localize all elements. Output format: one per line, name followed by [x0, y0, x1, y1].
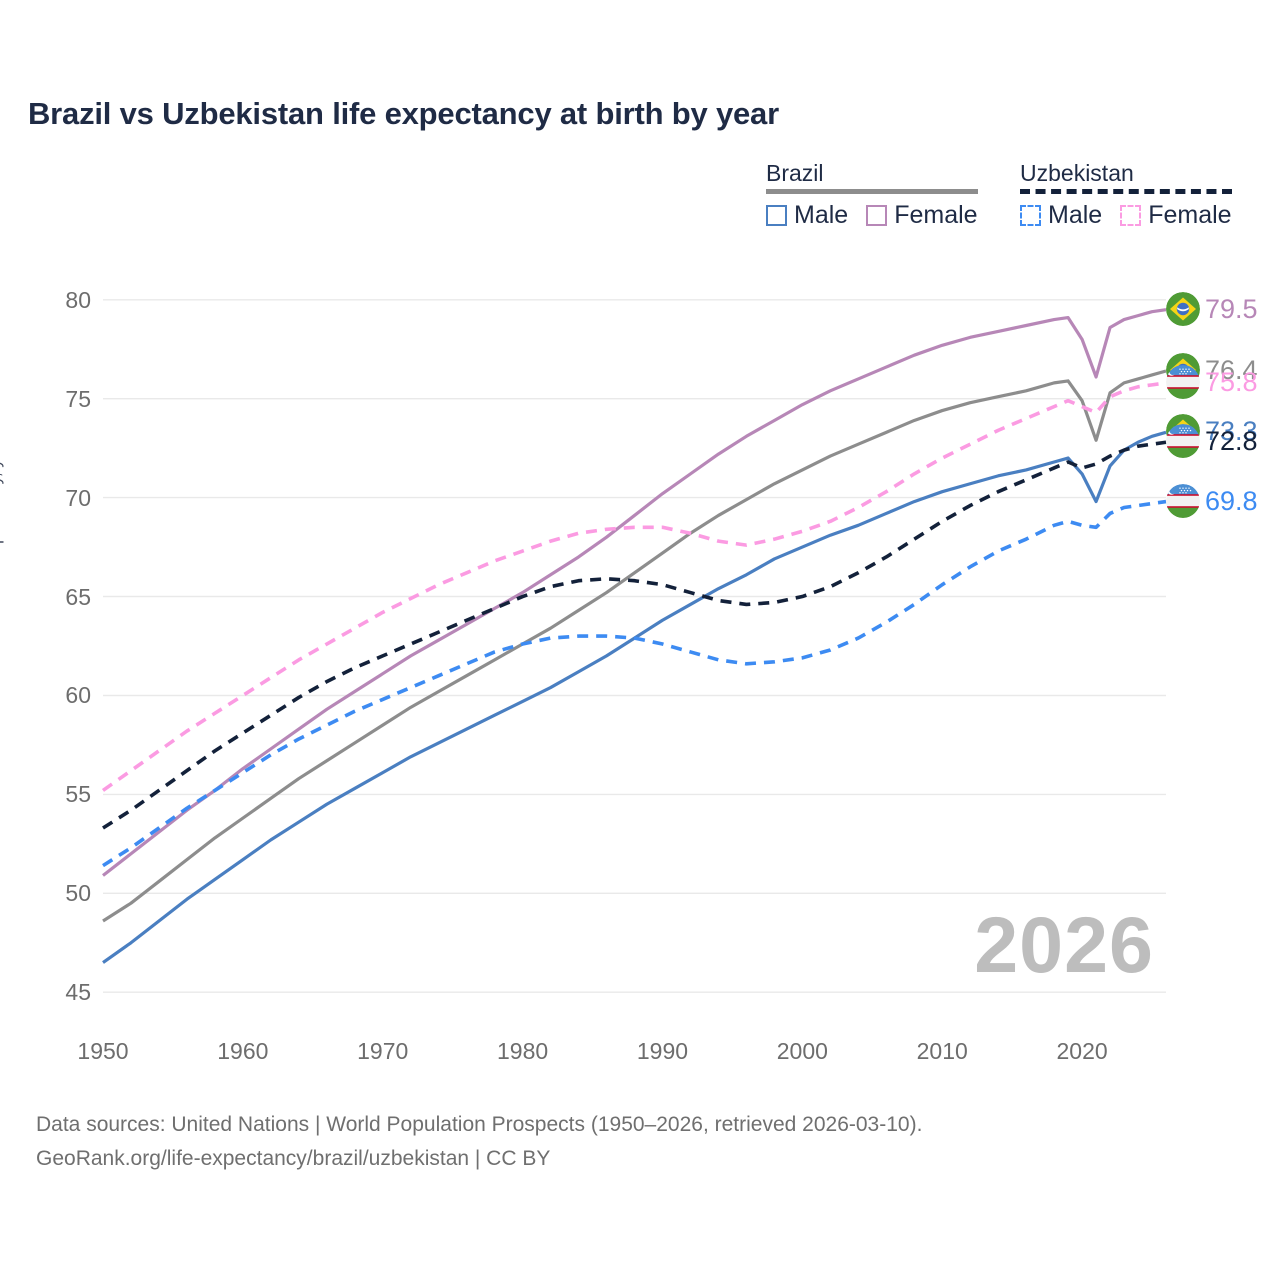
end-label-75-8[interactable]: 75.8 — [1166, 364, 1258, 399]
footer-credits: Data sources: United Nations | World Pop… — [36, 1108, 922, 1176]
end-label-value: 79.5 — [1205, 293, 1258, 324]
legend-label-brazil-male: Male — [794, 201, 849, 229]
chart-legend: Brazil Male Female Uzbekistan Male — [752, 160, 1252, 240]
brazil-flag-icon — [1166, 291, 1200, 326]
end-label-value: 75.8 — [1205, 366, 1258, 397]
footer-line-2[interactable]: GeoRank.org/life-expectancy/brazil/uzbek… — [36, 1147, 551, 1170]
series-line-brazil-male[interactable] — [102, 430, 1167, 964]
legend-swatch-uzbekistan-male — [1020, 205, 1041, 226]
end-label-value: 76.4 — [1205, 355, 1258, 385]
end-label-value: 72.8 — [1205, 426, 1258, 457]
series-end-labels: 79.5 76.4 75.8 73.3 72.8 69.8 — [1166, 0, 1280, 1280]
legend-group-brazil: Brazil Male Female — [766, 160, 978, 228]
series-lines — [101, 308, 1167, 964]
y-axis-title: Life expectancy, years — [0, 426, 4, 594]
y-axis-tick-45: 45 — [65, 979, 91, 1006]
y-axis-tick-80: 80 — [65, 286, 91, 313]
series-line-uzbekistan-total[interactable] — [102, 440, 1167, 830]
legend-swatch-brazil-male — [766, 205, 787, 226]
uzbekistan-flag-icon — [1166, 364, 1200, 399]
legend-item-brazil-male[interactable]: Male — [766, 203, 848, 228]
end-label-79-5[interactable]: 79.5 — [1166, 291, 1258, 326]
x-axis-tick-1990: 1990 — [636, 1038, 689, 1064]
end-label-value: 69.8 — [1205, 485, 1258, 516]
y-axis-tick-65: 65 — [65, 583, 91, 610]
end-label-72-8[interactable]: 72.8 — [1166, 424, 1258, 459]
y-axis-tick-60: 60 — [65, 682, 91, 709]
uzbekistan-flag-icon — [1166, 424, 1200, 459]
series-line-uzbekistan-female[interactable] — [101, 381, 1167, 792]
legend-rule-brazil — [766, 189, 978, 194]
series-line-brazil-female[interactable] — [102, 308, 1167, 877]
x-axis-tick-1980: 1980 — [497, 1038, 549, 1064]
end-label-69-8[interactable]: 69.8 — [1166, 483, 1258, 518]
year-watermark: 2026 — [974, 900, 1154, 989]
legend-label-uzbekistan-female: Female — [1148, 201, 1232, 229]
x-axis-tick-1950: 1950 — [77, 1038, 129, 1064]
x-axis-tick-1970: 1970 — [357, 1038, 409, 1064]
y-axis-tick-50: 50 — [65, 880, 91, 907]
page-title: Brazil vs Uzbekistan life expectancy at … — [28, 96, 779, 131]
legend-item-uzbekistan-male[interactable]: Male — [1020, 203, 1102, 228]
legend-label-brazil-female: Female — [894, 201, 978, 229]
y-axis-tick-55: 55 — [65, 781, 91, 808]
x-axis-tick-2020: 2020 — [1056, 1038, 1108, 1064]
x-axis-tick-2000: 2000 — [776, 1038, 828, 1064]
legend-rule-uzbekistan — [1020, 189, 1232, 194]
legend-country-uzbekistan: Uzbekistan — [1020, 160, 1134, 186]
series-line-uzbekistan-male[interactable] — [102, 499, 1167, 868]
legend-swatch-brazil-female — [866, 205, 888, 226]
y-axis-tick-70: 70 — [65, 484, 91, 511]
uzbekistan-flag-icon — [1166, 483, 1200, 518]
y-axis-tick-75: 75 — [65, 385, 91, 412]
x-axis-tick-1960: 1960 — [217, 1038, 269, 1064]
legend-swatch-uzbekistan-female — [1120, 205, 1142, 226]
legend-country-brazil: Brazil — [766, 160, 824, 186]
footer-line-1: Data sources: United Nations | World Pop… — [36, 1113, 923, 1136]
gridlines — [103, 299, 1166, 993]
end-label-value: 73.3 — [1205, 416, 1258, 447]
series-line-brazil-total[interactable] — [102, 369, 1167, 923]
legend-item-brazil-female[interactable]: Female — [866, 201, 978, 229]
legend-group-uzbekistan: Uzbekistan Male Female — [1020, 160, 1232, 228]
legend-item-uzbekistan-female[interactable]: Female — [1120, 201, 1232, 229]
legend-label-uzbekistan-male: Male — [1048, 201, 1103, 229]
x-axis-tick-2010: 2010 — [916, 1038, 968, 1064]
